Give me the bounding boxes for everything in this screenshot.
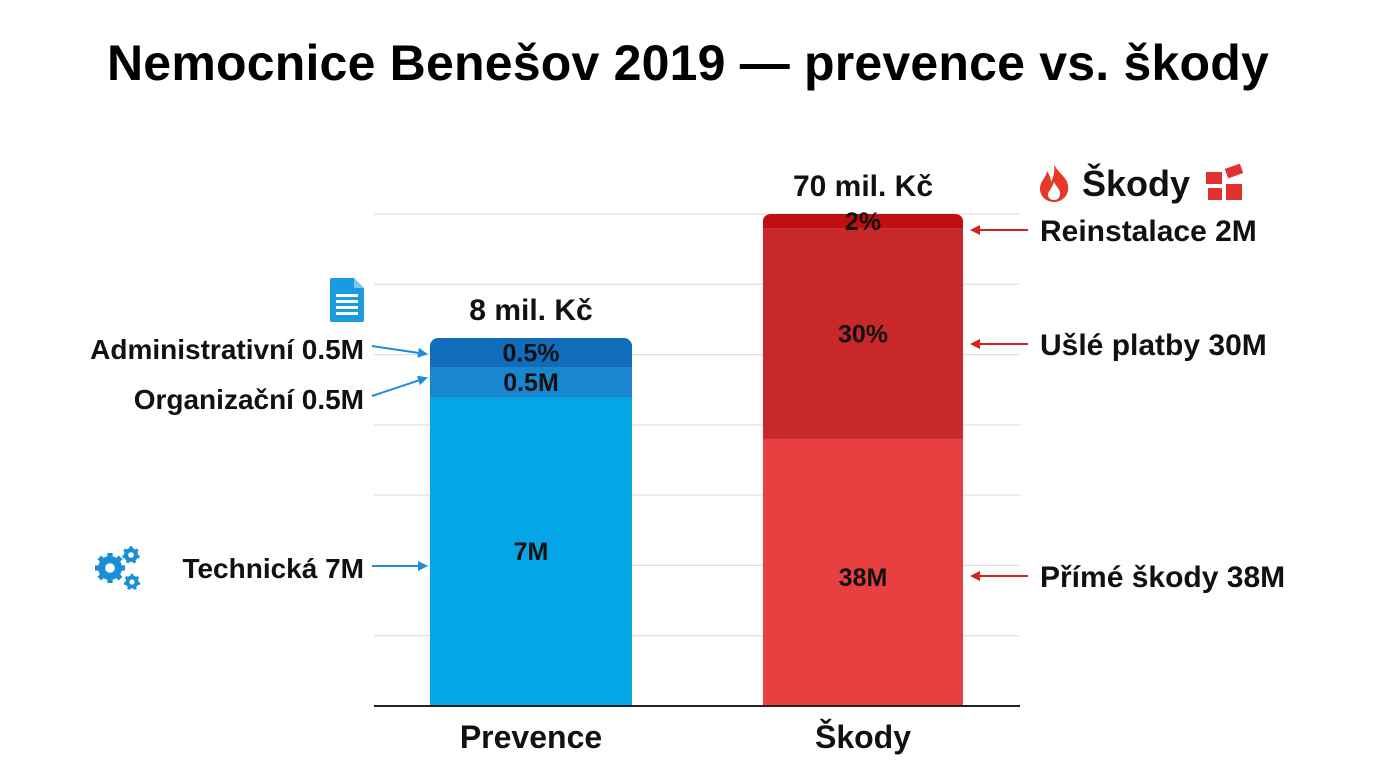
bar-total-label: 8 mil. Kč bbox=[469, 294, 592, 327]
side-label-přímé škody: Přímé škody 38M bbox=[1040, 561, 1285, 594]
segment-value-label: 7M bbox=[514, 538, 549, 566]
segment-value-label: 2% bbox=[845, 208, 881, 236]
bar-segment-přímé škody bbox=[763, 438, 963, 706]
bar-total-label: 70 mil. Kč bbox=[793, 170, 933, 203]
category-label: Prevence bbox=[460, 719, 602, 755]
document-icon bbox=[330, 278, 364, 322]
segment-value-label: 38M bbox=[839, 564, 888, 592]
side-label-technická: Technická 7M bbox=[182, 553, 364, 584]
bar-segment-organizační bbox=[430, 367, 632, 397]
side-label-reinstalace: Reinstalace 2M bbox=[1040, 215, 1257, 248]
side-label-organizační: Organizační 0.5M bbox=[134, 384, 364, 415]
broken-icon bbox=[1206, 163, 1244, 200]
fire-icon bbox=[1040, 164, 1069, 202]
side-label-ušlé platby: Ušlé platby 30M bbox=[1040, 329, 1267, 362]
bar-segment-ušlé platby bbox=[763, 228, 963, 439]
segment-value-label: 0.5M bbox=[503, 369, 559, 397]
bar-segment-fill bbox=[763, 221, 963, 229]
pointer-arrow bbox=[371, 345, 428, 358]
bar-segment-fill bbox=[430, 352, 632, 367]
gears-icon bbox=[95, 546, 141, 590]
bar-segment-technická bbox=[430, 397, 632, 706]
side-label-administrativní: Administrativní 0.5M bbox=[90, 334, 364, 365]
legend-header-label: Škody bbox=[1082, 162, 1190, 204]
chart-title: Nemocnice Benešov 2019 — prevence vs. šk… bbox=[107, 35, 1269, 91]
segment-value-label: 30% bbox=[838, 320, 888, 348]
pointer-arrow bbox=[371, 375, 428, 397]
category-label: Škody bbox=[815, 719, 911, 755]
segment-value-label: 0.5% bbox=[503, 340, 560, 368]
